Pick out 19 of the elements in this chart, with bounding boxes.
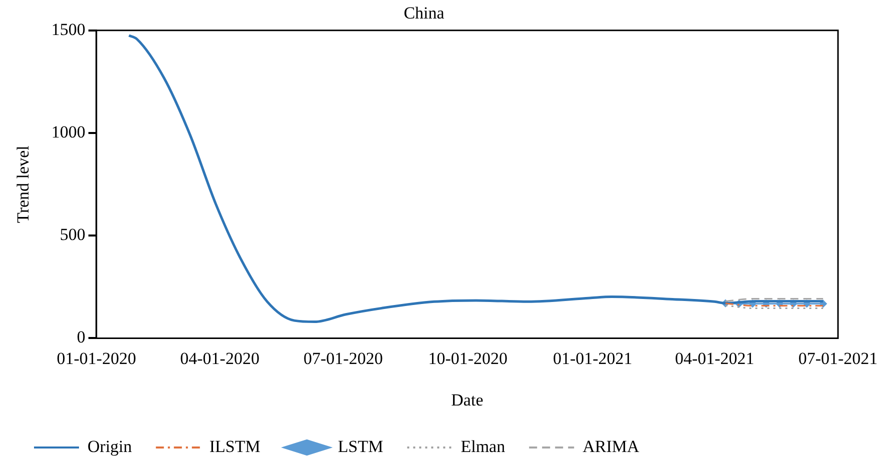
y-axis-title: Trend level [14, 145, 33, 223]
legend-label: LSTM [338, 436, 384, 456]
x-tick-label: 04-01-2020 [180, 348, 260, 368]
legend-label: ARIMA [582, 436, 640, 456]
x-tick-label: 01-01-2021 [552, 348, 632, 368]
legend-label: Elman [460, 436, 506, 456]
legend-label: ILSTM [209, 436, 260, 456]
x-tick-label: 07-01-2020 [303, 348, 383, 368]
y-tick-label: 500 [60, 225, 86, 244]
y-tick-label: 1000 [51, 122, 86, 142]
chart-title: China [404, 4, 445, 23]
x-tick-label: 04-01-2021 [674, 348, 754, 368]
legend-label: Origin [88, 436, 132, 456]
x-tick-label: 07-01-2021 [798, 348, 878, 368]
y-tick-label: 0 [76, 328, 86, 347]
y-tick-label: 1500 [51, 20, 86, 39]
x-axis-title: Date [451, 390, 484, 410]
x-tick-label: 01-01-2020 [56, 348, 136, 368]
x-tick-label: 10-01-2020 [428, 348, 508, 368]
